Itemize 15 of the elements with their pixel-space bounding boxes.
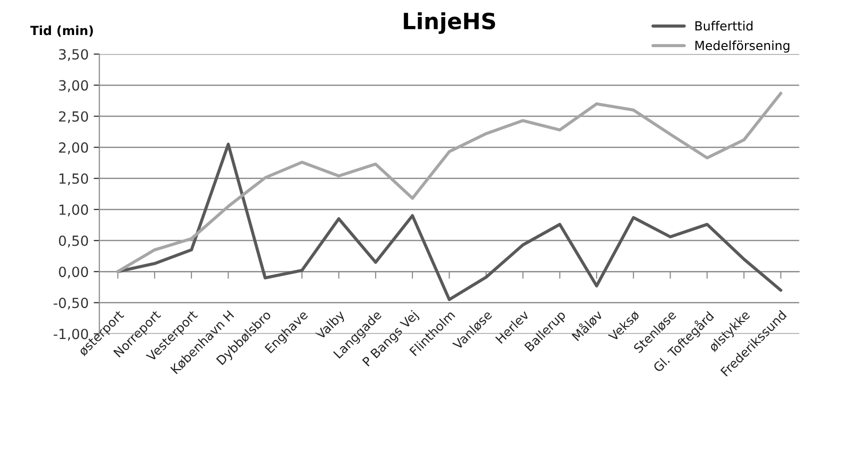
y-tick-label: 2,50: [59, 111, 88, 124]
y-tick-label: 0,50: [58, 236, 88, 248]
line-series: [116, 92, 782, 274]
y-tick-label: 1,00: [60, 204, 88, 216]
y-axis-title: Tid (min): [30, 26, 93, 37]
y-tick-label: 3,00: [59, 80, 88, 92]
legend-label: Bufferttid: [695, 20, 752, 31]
legend-label: Medelförsening: [695, 40, 790, 53]
y-tick-label: -0,50: [54, 298, 88, 310]
line-series: [116, 142, 782, 302]
y-tick-label: 0,00: [58, 266, 88, 278]
y-tick-label: 1,50: [60, 173, 88, 186]
chart-title: LinjeHS: [404, 12, 496, 34]
y-tick-label: 2,00: [59, 142, 88, 154]
y-tick-label: 3,50: [59, 49, 88, 62]
